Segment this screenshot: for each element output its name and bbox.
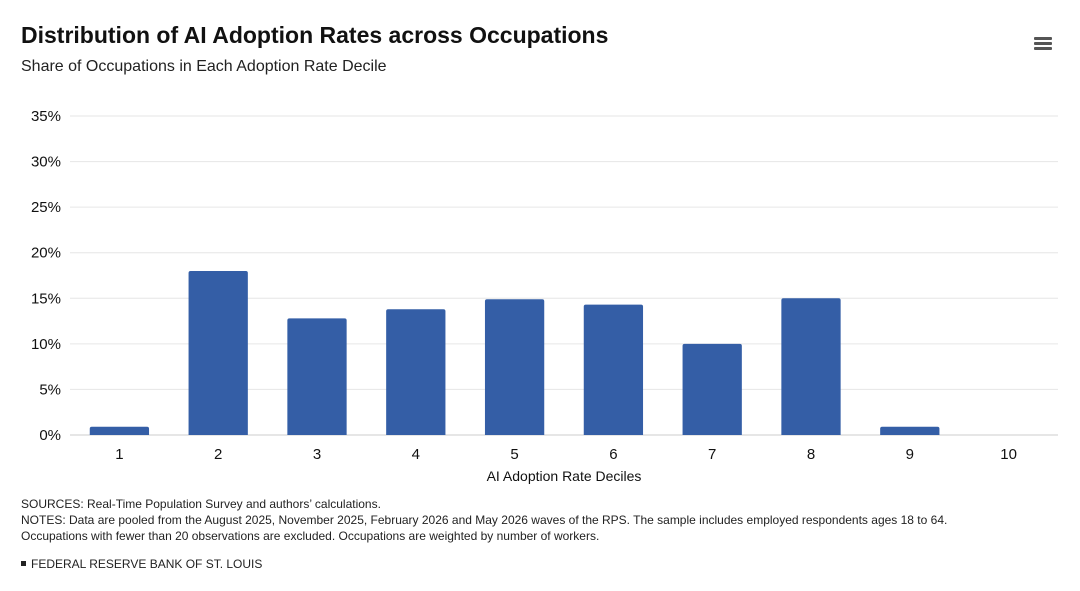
x-tick-label: 4 xyxy=(412,446,420,463)
x-tick-label: 6 xyxy=(609,446,617,463)
x-tick-label: 1 xyxy=(115,446,123,463)
chart-notes: SOURCES: Real-Time Population Survey and… xyxy=(21,496,1061,544)
credit-text: FEDERAL RESERVE BANK OF ST. LOUIS xyxy=(31,557,263,571)
notes-text-line-2: Occupations with fewer than 20 observati… xyxy=(21,529,600,543)
bar-decile-7[interactable] xyxy=(682,343,742,435)
y-tick-label: 35% xyxy=(31,108,61,125)
bar-decile-5[interactable] xyxy=(484,299,545,435)
hamburger-menu-icon[interactable] xyxy=(1030,33,1056,55)
y-tick-label: 5% xyxy=(39,381,61,398)
menu-line xyxy=(1034,42,1052,45)
y-axis: 0% 5% 10% 15% 20% 25% 30% 35% xyxy=(31,108,61,444)
x-tick-label: 8 xyxy=(807,446,815,463)
y-tick-label: 0% xyxy=(39,427,61,444)
credit-line: FEDERAL RESERVE BANK OF ST. LOUIS xyxy=(21,557,262,571)
x-tick-label: 3 xyxy=(313,446,321,463)
square-bullet-icon xyxy=(21,561,26,567)
bar-decile-2[interactable] xyxy=(188,270,248,435)
chart-subtitle: Share of Occupations in Each Adoption Ra… xyxy=(21,58,387,75)
bars xyxy=(89,270,940,435)
y-tick-label: 15% xyxy=(31,290,61,307)
x-tick-label: 10 xyxy=(1000,446,1017,463)
y-tick-label: 25% xyxy=(31,199,61,216)
sources-text: SOURCES: Real-Time Population Survey and… xyxy=(21,497,381,511)
y-tick-label: 30% xyxy=(31,154,61,171)
bar-decile-3[interactable] xyxy=(287,318,347,435)
y-tick-label: 10% xyxy=(31,336,61,353)
menu-line xyxy=(1034,47,1052,50)
bar-decile-4[interactable] xyxy=(386,309,446,435)
bar-decile-8[interactable] xyxy=(781,298,841,435)
gridlines xyxy=(70,115,1058,436)
notes-text-line-1: NOTES: Data are pooled from the August 2… xyxy=(21,513,948,527)
chart-title: Distribution of AI Adoption Rates across… xyxy=(21,22,609,48)
x-tick-label: 2 xyxy=(214,446,222,463)
x-axis: 1 2 3 4 5 6 7 8 9 10 xyxy=(115,446,1017,463)
x-axis-label: AI Adoption Rate Deciles xyxy=(487,468,642,484)
x-tick-label: 7 xyxy=(708,446,716,463)
bar-decile-1[interactable] xyxy=(89,426,150,435)
bar-decile-9[interactable] xyxy=(880,426,940,435)
bar-decile-6[interactable] xyxy=(583,304,644,435)
x-tick-label: 5 xyxy=(510,446,518,463)
y-tick-label: 20% xyxy=(31,245,61,262)
menu-line xyxy=(1034,37,1052,40)
x-tick-label: 9 xyxy=(906,446,914,463)
